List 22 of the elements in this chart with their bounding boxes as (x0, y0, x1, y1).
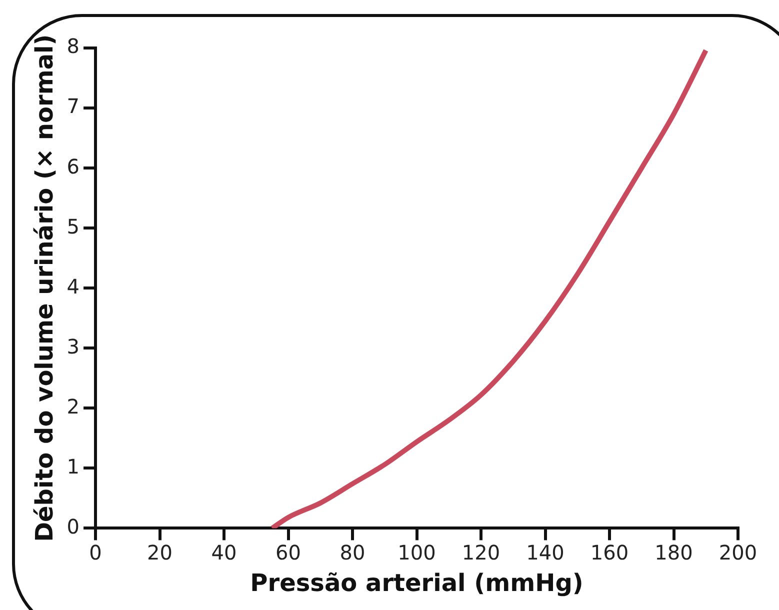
y-tick-label: 6 (66, 154, 80, 178)
x-tick-label: 180 (654, 540, 693, 564)
x-tick-label: 100 (398, 540, 436, 564)
x-tick-label: 80 (340, 540, 366, 564)
y-tick-label: 5 (66, 214, 80, 238)
x-tick-label: 0 (89, 540, 102, 564)
x-tick-label: 40 (211, 540, 237, 564)
y-tick-label: 1 (66, 454, 80, 478)
x-tick-label: 200 (718, 540, 758, 564)
y-tick-label: 8 (66, 34, 80, 58)
y-tick-label: 4 (66, 274, 80, 298)
y-tick-label: 0 (66, 514, 80, 538)
x-tick-label: 20 (147, 540, 172, 564)
x-axis-title: Pressão arterial (mmHg) (250, 568, 584, 597)
x-tick-label: 140 (526, 540, 564, 564)
y-tick-label: 2 (66, 394, 80, 418)
x-tick-label: 160 (590, 540, 629, 564)
x-tick-label: 60 (276, 540, 301, 564)
y-tick-label: 7 (66, 94, 80, 118)
y-axis-title: Débito do volume urinário (× normal) (30, 34, 59, 542)
y-tick-label: 3 (66, 334, 80, 358)
x-tick-label: 120 (462, 540, 500, 564)
